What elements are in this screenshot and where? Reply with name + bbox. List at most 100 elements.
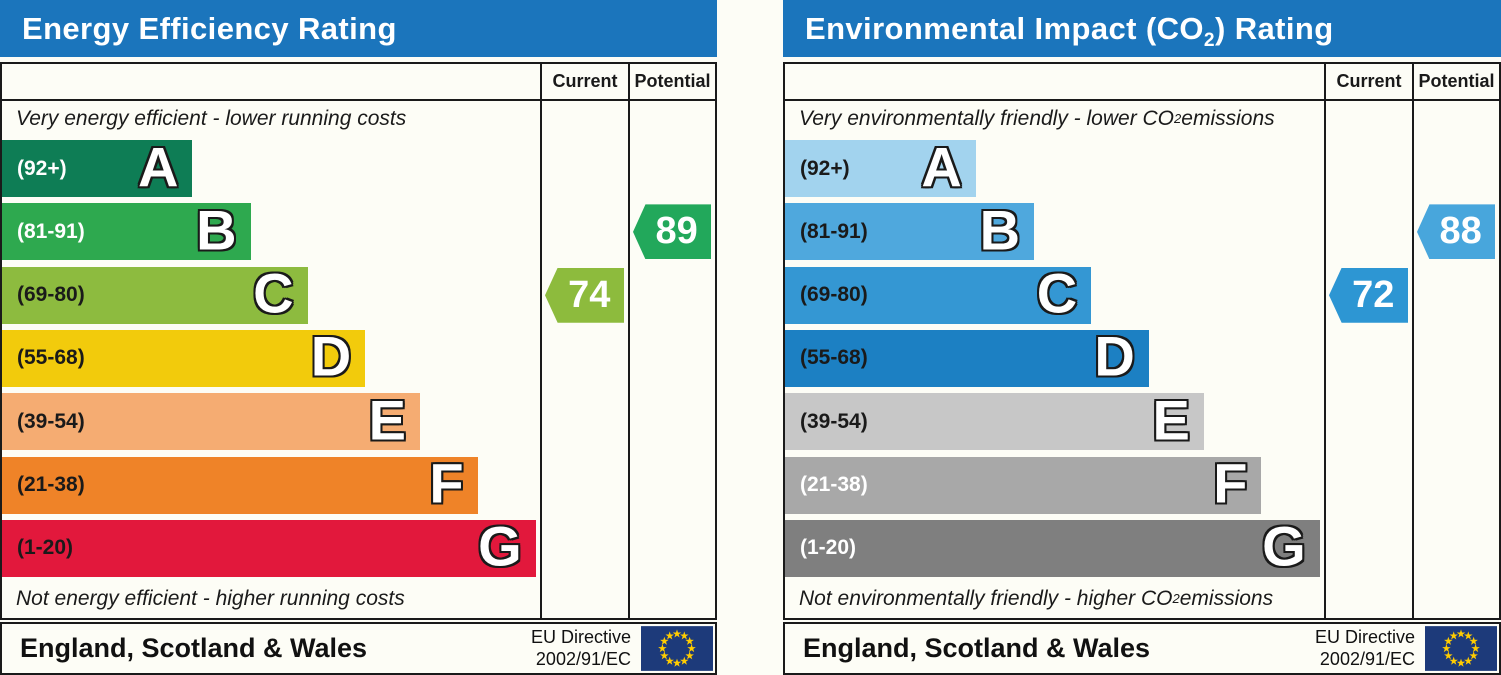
band-row-e: (39-54) E (785, 390, 1324, 453)
rating-table: Current Potential Very energy efficient … (0, 62, 717, 620)
band-row-e: (39-54) E (2, 390, 540, 453)
caption-top-pre: Very energy efficient - lower running co… (16, 107, 407, 130)
band-bar-a: (92+) A (785, 134, 976, 198)
band-row-f: (21-38) F (2, 453, 540, 516)
eu-directive-label: EU Directive 2002/91/EC (531, 627, 631, 670)
eu-directive-line1: EU Directive (1314, 626, 1415, 647)
potential-column: 88 (1412, 101, 1499, 618)
header-spacer (2, 64, 540, 101)
band-row-d: (55-68) D (2, 327, 540, 390)
eu-flag-icon (641, 626, 713, 671)
band-letter: A (137, 134, 179, 198)
band-letter: B (979, 198, 1021, 262)
band-row-b: (81-91) B (785, 200, 1324, 263)
eu-directive-line1: EU Directive (530, 626, 631, 647)
band-bar-c: (69-80) C (2, 261, 308, 325)
band-range-label: (81-91) (17, 219, 85, 243)
band-row-f: (21-38) F (785, 453, 1324, 516)
caption-top: Very energy efficient - lower running co… (2, 101, 540, 137)
caption-bottom-pre: Not environmentally friendly - higher CO (799, 587, 1173, 610)
band-letter: C (253, 261, 294, 325)
band-letter: F (429, 451, 464, 515)
band-range-label: (55-68) (17, 346, 85, 370)
caption-bottom: Not environmentally friendly - higher CO… (799, 587, 1274, 610)
chart-title-pre: Environmental Impact (CO (805, 10, 1204, 46)
band-letter: B (196, 198, 237, 262)
bands-area: Very environmentally friendly - lower CO… (785, 101, 1324, 618)
eu-directive-line2: 2002/91/EC (1319, 648, 1415, 669)
chart-title: Energy Efficiency Rating (22, 11, 397, 47)
eu-directive-line2: 2002/91/EC (535, 648, 631, 669)
band-range-label: (69-80) (17, 283, 85, 307)
band-range-label: (69-80) (800, 283, 868, 307)
band-bar-b: (81-91) B (2, 198, 251, 262)
potential-rating-arrow: 88 (1417, 204, 1495, 260)
current-column-header: Current (540, 64, 628, 101)
band-letter: D (1094, 324, 1135, 388)
caption-top-post: emissions (1181, 107, 1275, 130)
potential-column-header: Potential (628, 64, 715, 101)
header-spacer (785, 64, 1324, 101)
current-rating-arrow: 72 (1329, 267, 1408, 323)
band-letter: G (1262, 514, 1306, 578)
energy-efficiency-chart: Energy Efficiency Rating Current Potenti… (0, 0, 717, 675)
caption-bottom: Not energy efficient - higher running co… (2, 580, 540, 618)
caption-bottom-pre: Not energy efficient - higher running co… (16, 587, 405, 610)
band-bar-d: (55-68) D (2, 324, 366, 388)
band-range-label: (1-20) (17, 536, 74, 560)
band-letter: E (368, 388, 407, 452)
bands: (92+) A (81-91) B (69-80) C (55-68) D (39-54) E (2… (2, 137, 540, 580)
potential-column-header: Potential (1412, 64, 1499, 101)
rating-table: Current Potential Very environmentally f… (783, 62, 1501, 620)
band-letter: E (1152, 388, 1190, 452)
band-bar-f: (21-38) F (785, 455, 1262, 514)
band-range-label: (81-91) (800, 219, 868, 243)
chart-title: Environmental Impact (CO2) Rating (805, 10, 1334, 50)
band-bar-g: (1-20) G (2, 514, 536, 578)
band-bar-b: (81-91) B (785, 198, 1035, 262)
caption-top: Very environmentally friendly - lower CO… (799, 107, 1275, 130)
band-letter: A (921, 134, 962, 198)
chart-title-bar: Environmental Impact (CO2) Rating (783, 0, 1501, 57)
potential-rating-arrow: 89 (633, 204, 711, 260)
chart-title-pre: Energy Efficiency Rating (22, 10, 397, 46)
band-bar-g: (1-20) G (785, 514, 1320, 578)
band-range-label: (55-68) (800, 346, 868, 370)
bands: (92+) A (81-91) B (69-80) C (55-68) D (39-54) E (2… (785, 137, 1324, 580)
band-row-a: (92+) A (785, 137, 1324, 200)
band-row-a: (92+) A (2, 137, 540, 200)
band-range-label: (21-38) (800, 473, 868, 497)
chart-footer: England, Scotland & Wales EU Directive 20… (783, 622, 1501, 675)
band-letter: G (478, 514, 522, 578)
chart-title-post: ) Rating (1214, 10, 1334, 46)
band-row-g: (1-20) G (2, 517, 540, 580)
current-column: 74 (540, 101, 628, 618)
band-range-label: (92+) (17, 156, 67, 180)
band-bar-e: (39-54) E (785, 388, 1204, 452)
band-row-c: (69-80) C (2, 264, 540, 327)
band-range-label: (21-38) (17, 473, 85, 497)
band-range-label: (39-54) (17, 409, 85, 433)
chart-footer: England, Scotland & Wales EU Directive 20… (0, 622, 717, 675)
band-bar-f: (21-38) F (2, 451, 478, 515)
band-bar-d: (55-68) D (785, 324, 1149, 388)
band-row-b: (81-91) B (2, 200, 540, 263)
caption-top-pre: Very environmentally friendly - lower CO (799, 107, 1175, 130)
current-rating-arrow: 74 (545, 267, 624, 323)
band-row-c: (69-80) C (785, 264, 1324, 327)
band-bar-e: (39-54) E (2, 388, 421, 452)
eu-flag-icon (1425, 626, 1497, 671)
band-row-g: (1-20) G (785, 517, 1324, 580)
band-range-label: (39-54) (800, 409, 868, 433)
bands-area: Very energy efficient - lower running co… (2, 101, 540, 618)
region-label: England, Scotland & Wales (20, 633, 368, 663)
environmental-impact-chart: Environmental Impact (CO2) Rating Curren… (783, 0, 1501, 675)
band-letter: D (310, 324, 352, 388)
eu-directive-label: EU Directive 2002/91/EC (1315, 627, 1415, 670)
caption-bottom-post: emissions (1179, 587, 1274, 610)
band-row-d: (55-68) D (785, 327, 1324, 390)
current-column-header: Current (1324, 64, 1412, 101)
band-range-label: (92+) (800, 156, 850, 180)
potential-column: 89 (628, 101, 715, 618)
chart-title-sub: 2 (1203, 29, 1215, 51)
